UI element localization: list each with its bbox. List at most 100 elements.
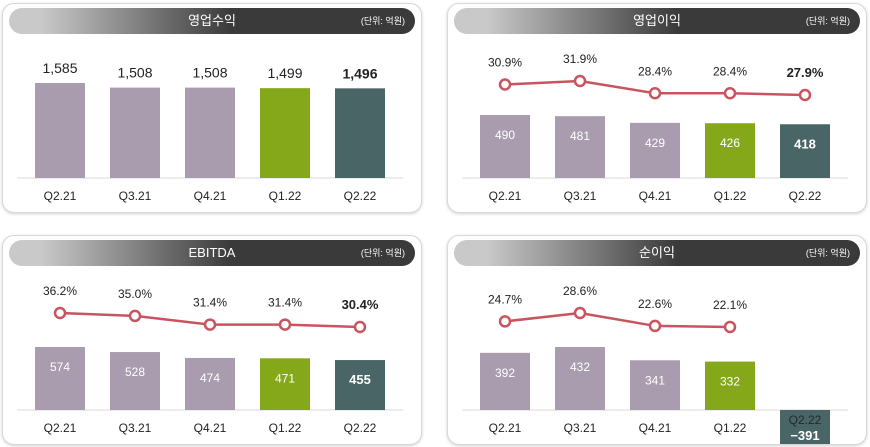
chart-plot-net-income: 392 Q2.21 432 Q3.21 341 Q4.21 332 Q1.22 −391Q2.2… bbox=[462, 284, 848, 444]
value-label: 490 bbox=[495, 128, 515, 142]
tick-label: Q4.21 bbox=[639, 421, 672, 435]
margin-line bbox=[504, 311, 731, 329]
chart-plot-operating-profit: 490 Q2.21 481 Q3.21 429 Q4.21 426 Q1.22 418 Q2.22… bbox=[462, 52, 848, 203]
unit-label: (단위: 억원) bbox=[360, 248, 405, 258]
tick-label: Q2.22 bbox=[789, 189, 822, 203]
tick-label: Q3.21 bbox=[564, 189, 597, 203]
value-label: 471 bbox=[275, 371, 295, 385]
margin-point bbox=[128, 309, 142, 323]
tick-label: Q2.22 bbox=[344, 189, 377, 203]
margin-label: 28.6% bbox=[563, 284, 597, 298]
margin-label: 30.4% bbox=[342, 297, 379, 312]
margin-label: 31.4% bbox=[193, 296, 227, 310]
panel-header: EBITDA (단위: 억원) bbox=[9, 240, 415, 266]
unit-label: (단위: 억원) bbox=[360, 16, 405, 26]
margin-label: 35.0% bbox=[118, 287, 152, 301]
bar-Q4.21 bbox=[185, 87, 235, 178]
margin-label: 24.7% bbox=[488, 292, 522, 306]
margin-point bbox=[648, 87, 662, 100]
chart-title: EBITDA bbox=[188, 245, 236, 260]
value-label: 481 bbox=[570, 129, 590, 143]
chart-title: 순이익 bbox=[639, 245, 675, 260]
tick-label: Q2.21 bbox=[489, 189, 522, 203]
margin-point bbox=[498, 78, 512, 91]
bar-Q2.22 bbox=[335, 88, 385, 178]
bar-Q2.21 bbox=[35, 83, 85, 178]
margin-point bbox=[573, 306, 587, 320]
margin-label: 27.9% bbox=[787, 65, 824, 80]
tick-label: Q2.22 bbox=[344, 421, 377, 435]
value-label: 432 bbox=[570, 360, 590, 374]
bar-Q1.22 bbox=[260, 88, 310, 178]
bar-Q3.21 bbox=[555, 347, 605, 410]
value-label: 528 bbox=[125, 365, 145, 379]
value-label: 426 bbox=[720, 136, 740, 150]
margin-point bbox=[353, 320, 367, 334]
chart-title: 영업이익 bbox=[633, 13, 681, 28]
value-label: 1,499 bbox=[267, 65, 302, 81]
bar-Q2.22 bbox=[780, 124, 830, 178]
bar-Q2.21 bbox=[35, 347, 85, 410]
value-label: 455 bbox=[349, 372, 371, 387]
tick-label: Q3.21 bbox=[564, 421, 597, 435]
panel-header: 순이익 (단위: 억원) bbox=[454, 240, 860, 266]
value-label: 1,496 bbox=[342, 65, 377, 81]
tick-label: Q4.21 bbox=[194, 189, 227, 203]
margin-label: 22.1% bbox=[713, 298, 747, 312]
tick-label: Q2.22 bbox=[789, 413, 822, 427]
value-label: 392 bbox=[495, 366, 515, 380]
margin-point bbox=[203, 318, 217, 331]
value-label: 574 bbox=[50, 360, 70, 374]
margin-label: 28.4% bbox=[638, 64, 672, 78]
margin-label: 31.4% bbox=[268, 296, 302, 310]
chart-plot-ebitda: 574 Q2.21 528 Q3.21 474 Q4.21 471 Q1.22 455 Q2.22… bbox=[17, 284, 403, 435]
panel-operating-profit: 영업이익 (단위: 억원) 490 Q2.21 481 Q3.21 429 Q4.21 42… bbox=[447, 3, 867, 213]
unit-label: (단위: 억원) bbox=[805, 248, 850, 258]
bar-Q3.21 bbox=[555, 116, 605, 178]
bar-Q2.22 bbox=[780, 410, 830, 444]
tick-label: Q3.21 bbox=[119, 421, 152, 435]
margin-point bbox=[278, 318, 292, 331]
panel-header: 영업수익 (단위: 억원) bbox=[9, 8, 415, 34]
tick-label: Q4.21 bbox=[194, 421, 227, 435]
margin-label: 36.2% bbox=[43, 284, 77, 298]
bar-Q4.21 bbox=[630, 360, 680, 410]
tick-label: Q2.21 bbox=[44, 189, 77, 203]
tick-label: Q1.22 bbox=[269, 421, 302, 435]
chart-title: 영업수익 bbox=[188, 13, 236, 28]
value-label: 1,508 bbox=[192, 65, 227, 81]
margin-label: 22.6% bbox=[638, 297, 672, 311]
margin-point bbox=[498, 315, 512, 328]
value-label: 474 bbox=[200, 371, 220, 385]
bar-Q2.21 bbox=[480, 352, 530, 410]
margin-point bbox=[798, 88, 812, 102]
tick-label: Q4.21 bbox=[639, 189, 672, 203]
unit-label: (단위: 억원) bbox=[805, 16, 850, 26]
bar-Q1.22 bbox=[705, 361, 755, 410]
margin-point bbox=[723, 87, 737, 100]
value-label: 1,585 bbox=[42, 60, 77, 76]
margin-label: 28.4% bbox=[713, 64, 747, 78]
margin-point bbox=[648, 319, 662, 333]
panel-header: 영업이익 (단위: 억원) bbox=[454, 8, 860, 34]
chart-plot-revenue: 1,585 Q2.21 1,508 Q3.21 1,508 Q4.21 1,499 Q1.22… bbox=[17, 60, 403, 203]
margin-point bbox=[573, 74, 587, 88]
margin-label: 31.9% bbox=[563, 52, 597, 66]
value-label: 1,508 bbox=[117, 65, 152, 81]
tick-label: Q1.22 bbox=[714, 421, 747, 435]
margin-point bbox=[723, 320, 737, 334]
tick-label: Q2.21 bbox=[489, 421, 522, 435]
bar-Q3.21 bbox=[110, 87, 160, 178]
bar-Q3.21 bbox=[110, 352, 160, 410]
margin-label: 30.9% bbox=[488, 56, 522, 70]
value-label: 418 bbox=[794, 136, 816, 151]
tick-label: Q1.22 bbox=[714, 189, 747, 203]
tick-label: Q1.22 bbox=[269, 189, 302, 203]
margin-point bbox=[53, 306, 67, 320]
tick-label: Q3.21 bbox=[119, 189, 152, 203]
value-label: −391 bbox=[790, 428, 819, 443]
bar-Q2.21 bbox=[480, 115, 530, 178]
panel-ebitda: EBITDA (단위: 억원) 574 Q2.21 528 Q3.21 474 Q4.21… bbox=[2, 235, 422, 445]
tick-label: Q2.21 bbox=[44, 421, 77, 435]
bar-Q4.21 bbox=[185, 357, 235, 410]
